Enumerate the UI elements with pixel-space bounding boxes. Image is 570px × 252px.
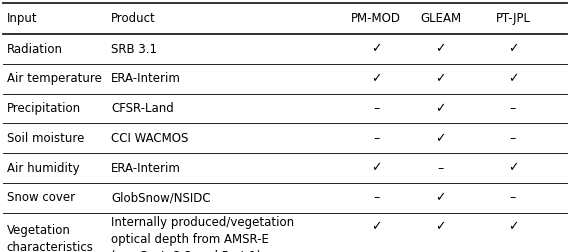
Text: Internally produced/vegetation
optical depth from AMSR-E
(see Sect. 2.2 and Part: Internally produced/vegetation optical d… <box>111 216 294 252</box>
Text: Vegetation
characteristics: Vegetation characteristics <box>7 224 93 252</box>
Text: Precipitation: Precipitation <box>7 102 81 115</box>
Text: ✓: ✓ <box>435 72 446 85</box>
Text: ✓: ✓ <box>435 102 446 115</box>
Text: Product: Product <box>111 12 156 25</box>
Text: Soil moisture: Soil moisture <box>7 132 84 145</box>
Text: ✓: ✓ <box>508 220 518 233</box>
Text: PM-MOD: PM-MOD <box>351 12 401 25</box>
Text: ✓: ✓ <box>508 72 518 85</box>
Text: ✓: ✓ <box>371 220 381 233</box>
Text: ✓: ✓ <box>371 162 381 175</box>
Text: ✓: ✓ <box>435 43 446 56</box>
Text: Air temperature: Air temperature <box>7 72 101 85</box>
Text: SRB 3.1: SRB 3.1 <box>111 43 157 56</box>
Text: ✓: ✓ <box>435 132 446 145</box>
Text: ✓: ✓ <box>435 191 446 204</box>
Text: GLEAM: GLEAM <box>420 12 461 25</box>
Text: –: – <box>373 132 379 145</box>
Text: GlobSnow/NSIDC: GlobSnow/NSIDC <box>111 191 211 204</box>
Text: Radiation: Radiation <box>7 43 63 56</box>
Text: ✓: ✓ <box>508 43 518 56</box>
Text: –: – <box>438 162 443 175</box>
Text: CCI WACMOS: CCI WACMOS <box>111 132 189 145</box>
Text: ERA-Interim: ERA-Interim <box>111 72 181 85</box>
Text: ERA-Interim: ERA-Interim <box>111 162 181 175</box>
Text: Air humidity: Air humidity <box>7 162 79 175</box>
Text: ✓: ✓ <box>435 220 446 233</box>
Text: Snow cover: Snow cover <box>7 191 75 204</box>
Text: PT-JPL: PT-JPL <box>495 12 531 25</box>
Text: ✓: ✓ <box>371 43 381 56</box>
Text: –: – <box>373 191 379 204</box>
Text: ✓: ✓ <box>371 72 381 85</box>
Text: CFSR-Land: CFSR-Land <box>111 102 174 115</box>
Text: ✓: ✓ <box>508 162 518 175</box>
Text: –: – <box>510 132 516 145</box>
Text: Input: Input <box>7 12 38 25</box>
Text: –: – <box>373 102 379 115</box>
Text: –: – <box>510 191 516 204</box>
Text: –: – <box>510 102 516 115</box>
